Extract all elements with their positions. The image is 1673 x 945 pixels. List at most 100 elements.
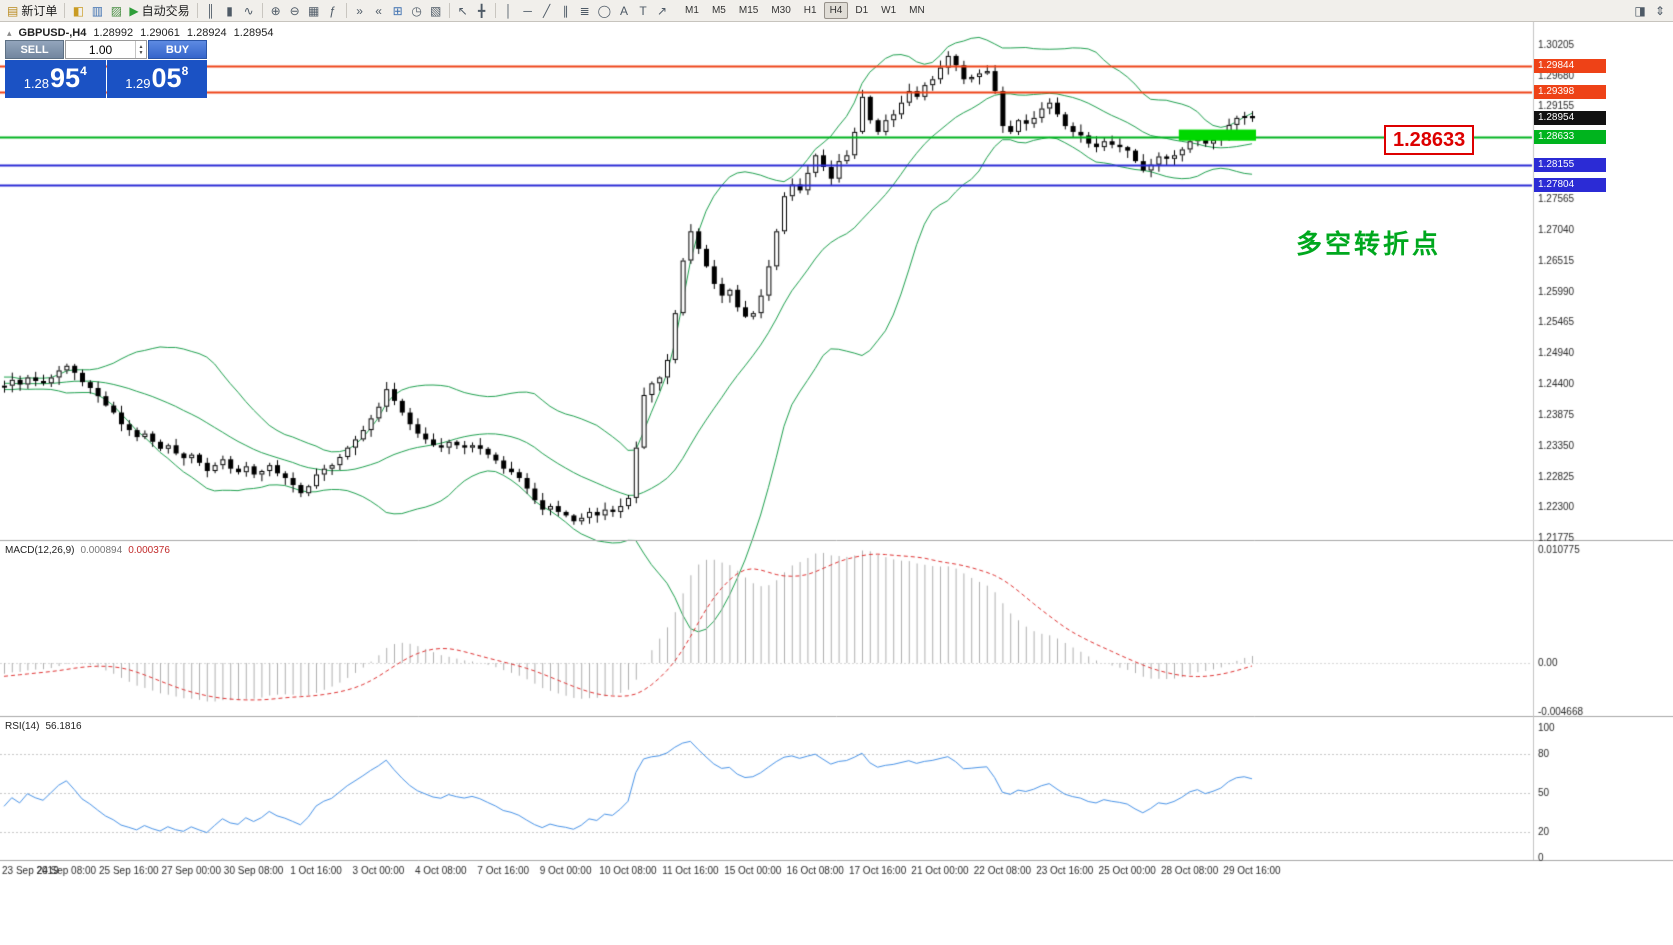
timeframe-button-d1[interactable]: D1 — [855, 5, 869, 16]
ohlc-low: 1.28924 — [186, 27, 227, 39]
macd-indicator-label: MACD(12,26,9) 0.000894 0.000376 — [5, 545, 170, 556]
trendline-icon[interactable]: ╱ — [538, 2, 556, 20]
chart-shift-icon: « — [375, 3, 382, 18]
sell-price-prefix: 1.28 — [23, 76, 50, 91]
navigator-icon[interactable]: ▨ — [107, 2, 125, 20]
volume-value: 1.00 — [88, 42, 113, 57]
timeframe-button-w1[interactable]: W1 — [881, 5, 897, 16]
navigator-icon: ▨ — [110, 3, 123, 18]
timeframe-button-m5[interactable]: M5 — [711, 5, 726, 16]
auto-trading-button-icon: ▶ — [129, 3, 139, 18]
sell-price-big: 95 — [50, 63, 81, 93]
timeframe-toolbar: M1 M5 M15 M30 H1 H4 D1 W1 MN — [679, 2, 931, 19]
fibonacci-icon: ≣ — [579, 3, 590, 18]
toolbar-separator — [64, 3, 66, 18]
fibonacci-icon[interactable]: ≣ — [576, 2, 594, 20]
data-window-icon[interactable]: ▥ — [88, 2, 106, 20]
channel-icon[interactable]: ∥ — [557, 2, 575, 20]
toolbar-buttons: ▤ 新订单 ◧ ▥ ▨ ▶ 自动交易 ║ ▮ ∿ ⊕ ⊖ ▦ ƒ » « ⊞ ◷ ▧ ↖ ╋ │ ─ ╱ ∥ ≣ ◯ A T ↗ — [4, 2, 671, 20]
cursor-icon: ↖ — [457, 3, 468, 18]
zoom-out-icon[interactable]: ⊖ — [286, 2, 304, 20]
zoom-out-icon: ⊖ — [289, 3, 300, 18]
one-click-trading-panel: SELL 1.00 ▲ ▼ BUY 1.28 95 4 1.29 05 8 — [5, 40, 207, 98]
toolbar-right-icons: ◨ ⇕ — [1631, 2, 1669, 20]
tile-windows-icon[interactable]: ▦ — [305, 2, 323, 20]
market-watch-icon[interactable]: ◧ — [69, 2, 87, 20]
timeframe-button-m1[interactable]: M1 — [685, 5, 699, 16]
timeframe-button-h4[interactable]: H4 — [823, 2, 849, 19]
bar-chart-icon[interactable]: ║ — [202, 2, 220, 20]
chart-shift-icon[interactable]: « — [370, 2, 388, 20]
chart-ohlc-header: ▴ GBPUSD-,H4 1.28992 1.29061 1.28924 1.2… — [7, 27, 273, 39]
cursor-icon[interactable]: ↖ — [454, 2, 472, 20]
toolbar-separator — [448, 3, 450, 18]
buy-price-display[interactable]: 1.29 05 8 — [106, 60, 207, 98]
timeframe-button-mn[interactable]: MN — [909, 5, 925, 16]
new-chart-icon[interactable]: ⊞ — [389, 2, 407, 20]
price-tag-1.28155: 1.28155 — [1534, 157, 1606, 172]
bar-chart-icon: ║ — [206, 3, 215, 18]
symbol-period: GBPUSD-,H4 — [18, 27, 87, 39]
text-icon[interactable]: A — [615, 2, 633, 20]
buy-price-prefix: 1.29 — [125, 76, 151, 91]
macd-value: 0.000894 — [80, 545, 123, 556]
price-level-callout: 1.28633 — [1384, 125, 1475, 155]
horizontal-line-icon[interactable]: ─ — [519, 2, 537, 20]
buy-button[interactable]: BUY — [148, 40, 207, 59]
toolbar-separator — [345, 3, 347, 18]
line-chart-icon[interactable]: ∿ — [240, 2, 258, 20]
new-order-button[interactable]: ▤ 新订单 — [4, 2, 60, 20]
arrows-icon[interactable]: ↗ — [653, 2, 671, 20]
price-tag-1.27804: 1.27804 — [1534, 178, 1606, 193]
period-clock-icon: ◷ — [411, 3, 422, 18]
sell-price-sup: 4 — [80, 64, 87, 78]
indicators-icon[interactable]: ƒ — [324, 2, 342, 20]
new-order-button-label: 新订单 — [21, 4, 58, 18]
crosshair-icon[interactable]: ╋ — [473, 2, 491, 20]
price-chart-canvas[interactable] — [0, 22, 1673, 945]
text-label-icon[interactable]: T — [634, 2, 652, 20]
arrows-icon: ↗ — [657, 3, 668, 18]
new-order-button-icon: ▤ — [7, 3, 19, 18]
tile-windows-icon: ▦ — [307, 3, 320, 18]
buy-price-big: 05 — [151, 63, 182, 93]
candlestick-chart-icon[interactable]: ▮ — [221, 2, 239, 20]
line-chart-icon: ∿ — [243, 3, 254, 18]
templates-icon: ▧ — [429, 3, 442, 18]
sell-price-display[interactable]: 1.28 95 4 — [5, 60, 106, 98]
price-tag-1.28633: 1.28633 — [1534, 130, 1606, 144]
volume-up-icon[interactable]: ▲ — [138, 43, 144, 50]
timeframe-button-m30[interactable]: M30 — [771, 5, 791, 16]
sell-button[interactable]: SELL — [5, 40, 64, 59]
ohlc-close: 1.28954 — [233, 27, 274, 39]
timeframe-button-m15[interactable]: M15 — [738, 5, 759, 16]
price-tag-1.29844: 1.29844 — [1534, 59, 1606, 74]
auto-scroll-icon[interactable]: » — [351, 2, 369, 20]
auto-trading-button[interactable]: ▶ 自动交易 — [126, 2, 192, 20]
vertical-line-icon: │ — [504, 3, 513, 18]
trendline-icon: ╱ — [542, 3, 551, 18]
new-chart-icon: ⊞ — [392, 3, 403, 18]
macd-signal-value: 0.000376 — [128, 545, 170, 556]
toolbar: ▤ 新订单 ◧ ▥ ▨ ▶ 自动交易 ║ ▮ ∿ ⊕ ⊖ ▦ ƒ » « ⊞ ◷ ▧ ↖ ╋ │ ─ ╱ ∥ ≣ ◯ A T ↗ M1 M5… — [0, 0, 1673, 22]
scroll-mode-icon[interactable]: ⇕ — [1654, 3, 1666, 18]
toolbar-separator — [261, 3, 263, 18]
zoom-in-icon[interactable]: ⊕ — [267, 2, 285, 20]
timeframe-button-h1[interactable]: H1 — [803, 5, 817, 16]
volume-spinner[interactable]: ▲ ▼ — [135, 41, 146, 58]
docking-icon[interactable]: ◨ — [1634, 3, 1646, 18]
text-label-icon: T — [639, 3, 647, 18]
templates-icon[interactable]: ▧ — [427, 2, 445, 20]
channel-icon: ∥ — [562, 3, 569, 18]
vertical-line-icon[interactable]: │ — [500, 2, 518, 20]
horizontal-line-icon: ─ — [523, 3, 532, 18]
rsi-indicator-label: RSI(14) 56.1816 — [5, 721, 82, 732]
shapes-icon[interactable]: ◯ — [595, 2, 614, 20]
period-clock-icon[interactable]: ◷ — [408, 2, 426, 20]
turning-point-annotation: 多空转折点 — [1296, 229, 1442, 259]
data-window-icon: ▥ — [91, 3, 104, 18]
volume-down-icon[interactable]: ▼ — [138, 49, 144, 56]
volume-input[interactable]: 1.00 ▲ ▼ — [65, 40, 147, 59]
toolbar-separator — [196, 3, 198, 18]
auto-scroll-icon: » — [356, 3, 363, 18]
